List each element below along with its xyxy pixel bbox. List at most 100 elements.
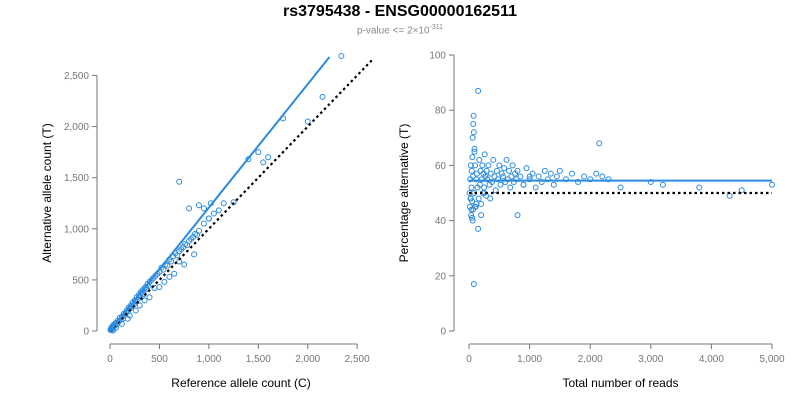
data-point — [498, 170, 505, 177]
data-point — [513, 176, 520, 183]
data-point — [470, 121, 477, 127]
data-point — [605, 176, 612, 183]
data-point — [215, 207, 222, 214]
data-point — [483, 167, 490, 174]
y-tick-label: 0 — [83, 327, 89, 338]
data-point — [532, 184, 539, 191]
data-point — [523, 165, 530, 172]
data-point — [265, 154, 272, 161]
data-point — [195, 227, 202, 234]
data-point — [195, 202, 202, 209]
x-tick-label: 4,000 — [699, 354, 724, 365]
data-point — [596, 140, 603, 147]
data-point — [468, 167, 475, 174]
data-point — [503, 156, 510, 163]
data-point — [471, 148, 478, 155]
data-point — [200, 220, 207, 227]
data-point — [319, 93, 326, 100]
data-point — [468, 184, 475, 191]
data-point — [553, 173, 560, 180]
data-point — [475, 195, 482, 202]
data-point — [470, 281, 477, 288]
data-point — [541, 167, 548, 174]
data-point — [526, 173, 533, 180]
x-tick-label: 0 — [466, 354, 472, 365]
data-point — [160, 266, 167, 273]
data-point — [556, 167, 563, 174]
data-point — [471, 145, 478, 152]
data-point — [547, 170, 554, 177]
data-point — [470, 112, 477, 119]
y-tick-label: 40 — [435, 216, 447, 227]
data-point — [581, 173, 588, 180]
x-axis-label: Total number of reads — [562, 376, 678, 390]
data-point — [593, 170, 600, 177]
data-point — [507, 184, 514, 191]
data-point — [544, 176, 551, 183]
data-point — [171, 270, 178, 277]
pvalue-exponent: -311 — [429, 24, 444, 31]
data-point — [469, 198, 476, 205]
data-point — [493, 167, 500, 174]
data-point — [475, 225, 482, 232]
x-tick-label: 1,500 — [246, 354, 271, 365]
y-tick-label: 0 — [440, 327, 446, 338]
data-point — [141, 297, 148, 304]
x-tick-label: 5,000 — [759, 354, 784, 365]
data-point — [304, 118, 311, 125]
data-point — [146, 294, 153, 301]
y-tick-label: 500 — [72, 275, 89, 286]
data-point — [472, 203, 479, 210]
plot-panel-1: 0 500 1,000 1,500 2,000 2,500 0 500 1,000 1,500 2,… — [40, 53, 373, 390]
reference-line — [109, 59, 373, 332]
data-point — [492, 187, 499, 194]
y-axis-label: Percentage alternative (T) — [397, 124, 411, 263]
data-point — [467, 162, 474, 169]
data-point — [487, 195, 494, 202]
data-point — [481, 151, 488, 158]
data-point — [497, 181, 504, 188]
data-point — [468, 212, 475, 219]
data-point — [517, 173, 524, 180]
data-point — [168, 258, 175, 265]
data-point — [520, 181, 527, 188]
x-axis-label: Reference allele count (C) — [171, 376, 310, 390]
data-point — [505, 167, 512, 174]
data-point — [495, 176, 502, 183]
data-point — [529, 170, 536, 177]
fit-line — [109, 56, 331, 332]
data-point — [164, 262, 171, 269]
data-point — [769, 181, 775, 188]
data-point — [538, 178, 545, 185]
data-point — [659, 181, 666, 188]
data-point — [191, 251, 198, 258]
x-tick-label: 0 — [107, 354, 113, 365]
y-tick-label: 60 — [435, 161, 447, 172]
data-point — [166, 273, 173, 280]
data-point — [499, 173, 506, 180]
data-point — [485, 162, 492, 169]
data-point — [161, 278, 168, 285]
data-point — [469, 214, 476, 221]
data-point — [176, 178, 183, 185]
data-point — [469, 154, 476, 161]
data-point — [118, 320, 125, 327]
data-point — [569, 170, 576, 177]
data-point — [696, 184, 703, 191]
data-point — [136, 302, 143, 309]
data-point — [476, 181, 483, 188]
x-tick-label: 1,000 — [517, 354, 542, 365]
data-point — [156, 284, 163, 291]
data-point — [479, 162, 486, 169]
pvalue-prefix: p-value <= 2×10 — [356, 25, 430, 37]
data-point — [126, 312, 133, 319]
data-point — [562, 176, 569, 183]
data-point — [484, 176, 491, 183]
data-point — [647, 178, 654, 185]
data-point — [477, 167, 484, 174]
data-point — [181, 261, 188, 268]
data-point — [514, 212, 521, 219]
y-tick-label: 2,500 — [64, 71, 89, 82]
